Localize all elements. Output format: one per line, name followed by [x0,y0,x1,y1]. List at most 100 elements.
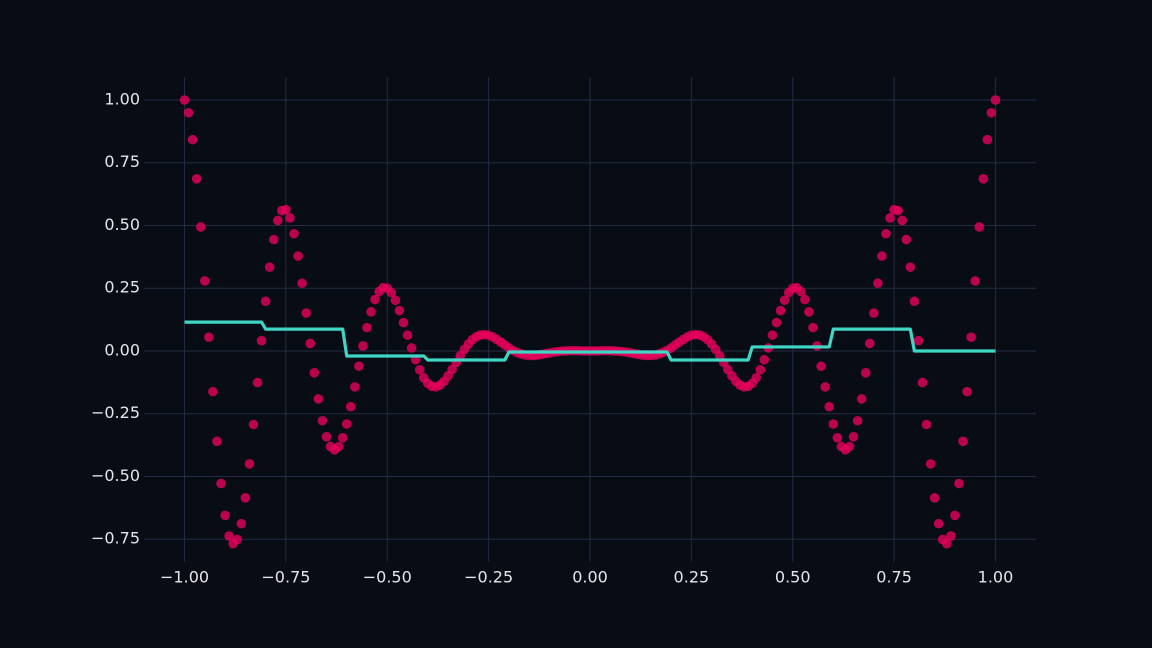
scatter-point [293,251,303,261]
scatter-point [775,305,786,316]
scatter-point [220,510,230,521]
scatter-point [281,204,291,215]
scatter-point [824,401,835,412]
y-tick-label: −0.50 [91,466,140,485]
scatter-point [358,341,368,351]
scatter-point [962,386,972,397]
scatter-point [848,432,859,442]
scatter-point [195,222,206,232]
scatter-point [820,382,830,392]
scatter-point [370,294,380,305]
scatter-point [921,419,932,430]
scatter-point [390,295,401,306]
scatter-point [860,368,871,378]
x-tick-label: 0.50 [775,568,811,587]
scatter-point [808,322,818,333]
y-tick-label: −0.75 [91,529,140,548]
scatter-point [864,338,875,349]
scatter-point [950,510,960,521]
x-tick-label: 1.00 [978,568,1014,587]
scatter-point [832,433,843,443]
scatter-point [224,531,234,541]
scatter-point [309,368,320,378]
scatter-point [447,364,457,375]
scatter-point [264,262,275,272]
scatter-point [216,478,226,489]
scatter-point [779,295,790,306]
scatter-point [800,294,810,305]
scatter-point [913,335,924,346]
scatter-point [285,213,295,223]
y-tick-label: 0.25 [104,278,140,297]
x-tick-label: −0.50 [363,568,412,587]
scatter-point [362,322,372,333]
scatter-point [869,308,879,318]
x-tick-label: 0.25 [674,568,710,587]
scatter-point [767,330,778,340]
scatter-point [179,95,190,105]
scatter-point [333,441,344,452]
scatter-point [881,228,891,239]
scatter-point [852,415,863,426]
scatter-point [337,433,348,443]
scatter-point [252,377,263,388]
scatter-point [929,492,940,503]
y-tick-label: 0.00 [104,340,140,359]
scatter-point [191,173,202,184]
scatter-point [321,432,332,442]
scatter-point [986,107,997,118]
scatter-point [946,531,956,541]
scatter-point [901,234,912,245]
scatter-point [406,343,417,353]
scatter-point [759,354,770,365]
scatter-point [200,276,210,286]
scatter-point [244,459,255,469]
scatter-point [345,401,356,412]
scatter-point [954,478,964,489]
scatter-point [313,394,324,404]
scatter-point [856,394,867,404]
scatter-point [978,173,989,184]
scatter-point [958,436,968,447]
scatter-point [816,361,826,372]
scatter-point [354,361,364,372]
scatter-point [942,538,952,549]
scatter-point [877,251,887,261]
scatter-point [305,338,316,349]
scatter-point [317,415,328,426]
x-tick-label: −0.75 [261,568,310,587]
scatter-point [751,373,762,383]
scatter-point [256,335,267,346]
scatter-point [804,307,814,317]
x-tick-label: 0.00 [572,568,608,587]
scatter-point [260,296,271,307]
scatter-point [796,286,806,297]
scatter-point [933,518,944,529]
scatter-point [982,134,993,145]
scatter-point [289,228,299,239]
scatter-point [248,419,259,430]
step-line [184,320,996,362]
scatter-point [917,377,928,388]
scatter-point [208,386,218,397]
y-tick-label: 0.50 [104,215,140,234]
scatter-point [974,222,985,232]
y-tick-label: 0.75 [104,152,140,171]
scatter-point [341,419,352,429]
scatter-point [204,332,214,342]
scatter-point [394,305,405,316]
scatter-point [183,107,194,118]
scatter-point [966,332,976,342]
scatter-point [844,441,855,452]
scatter-point [885,213,895,223]
scatter-point [909,296,920,307]
scatter-point [897,215,907,226]
scatter-point [398,317,409,328]
x-tick-label: −1.00 [160,568,209,587]
scatter-point [297,278,307,289]
scatter-point [402,330,413,340]
scatter-point [386,287,397,298]
scatter-point [273,215,283,226]
x-tick-label: −0.25 [464,568,513,587]
